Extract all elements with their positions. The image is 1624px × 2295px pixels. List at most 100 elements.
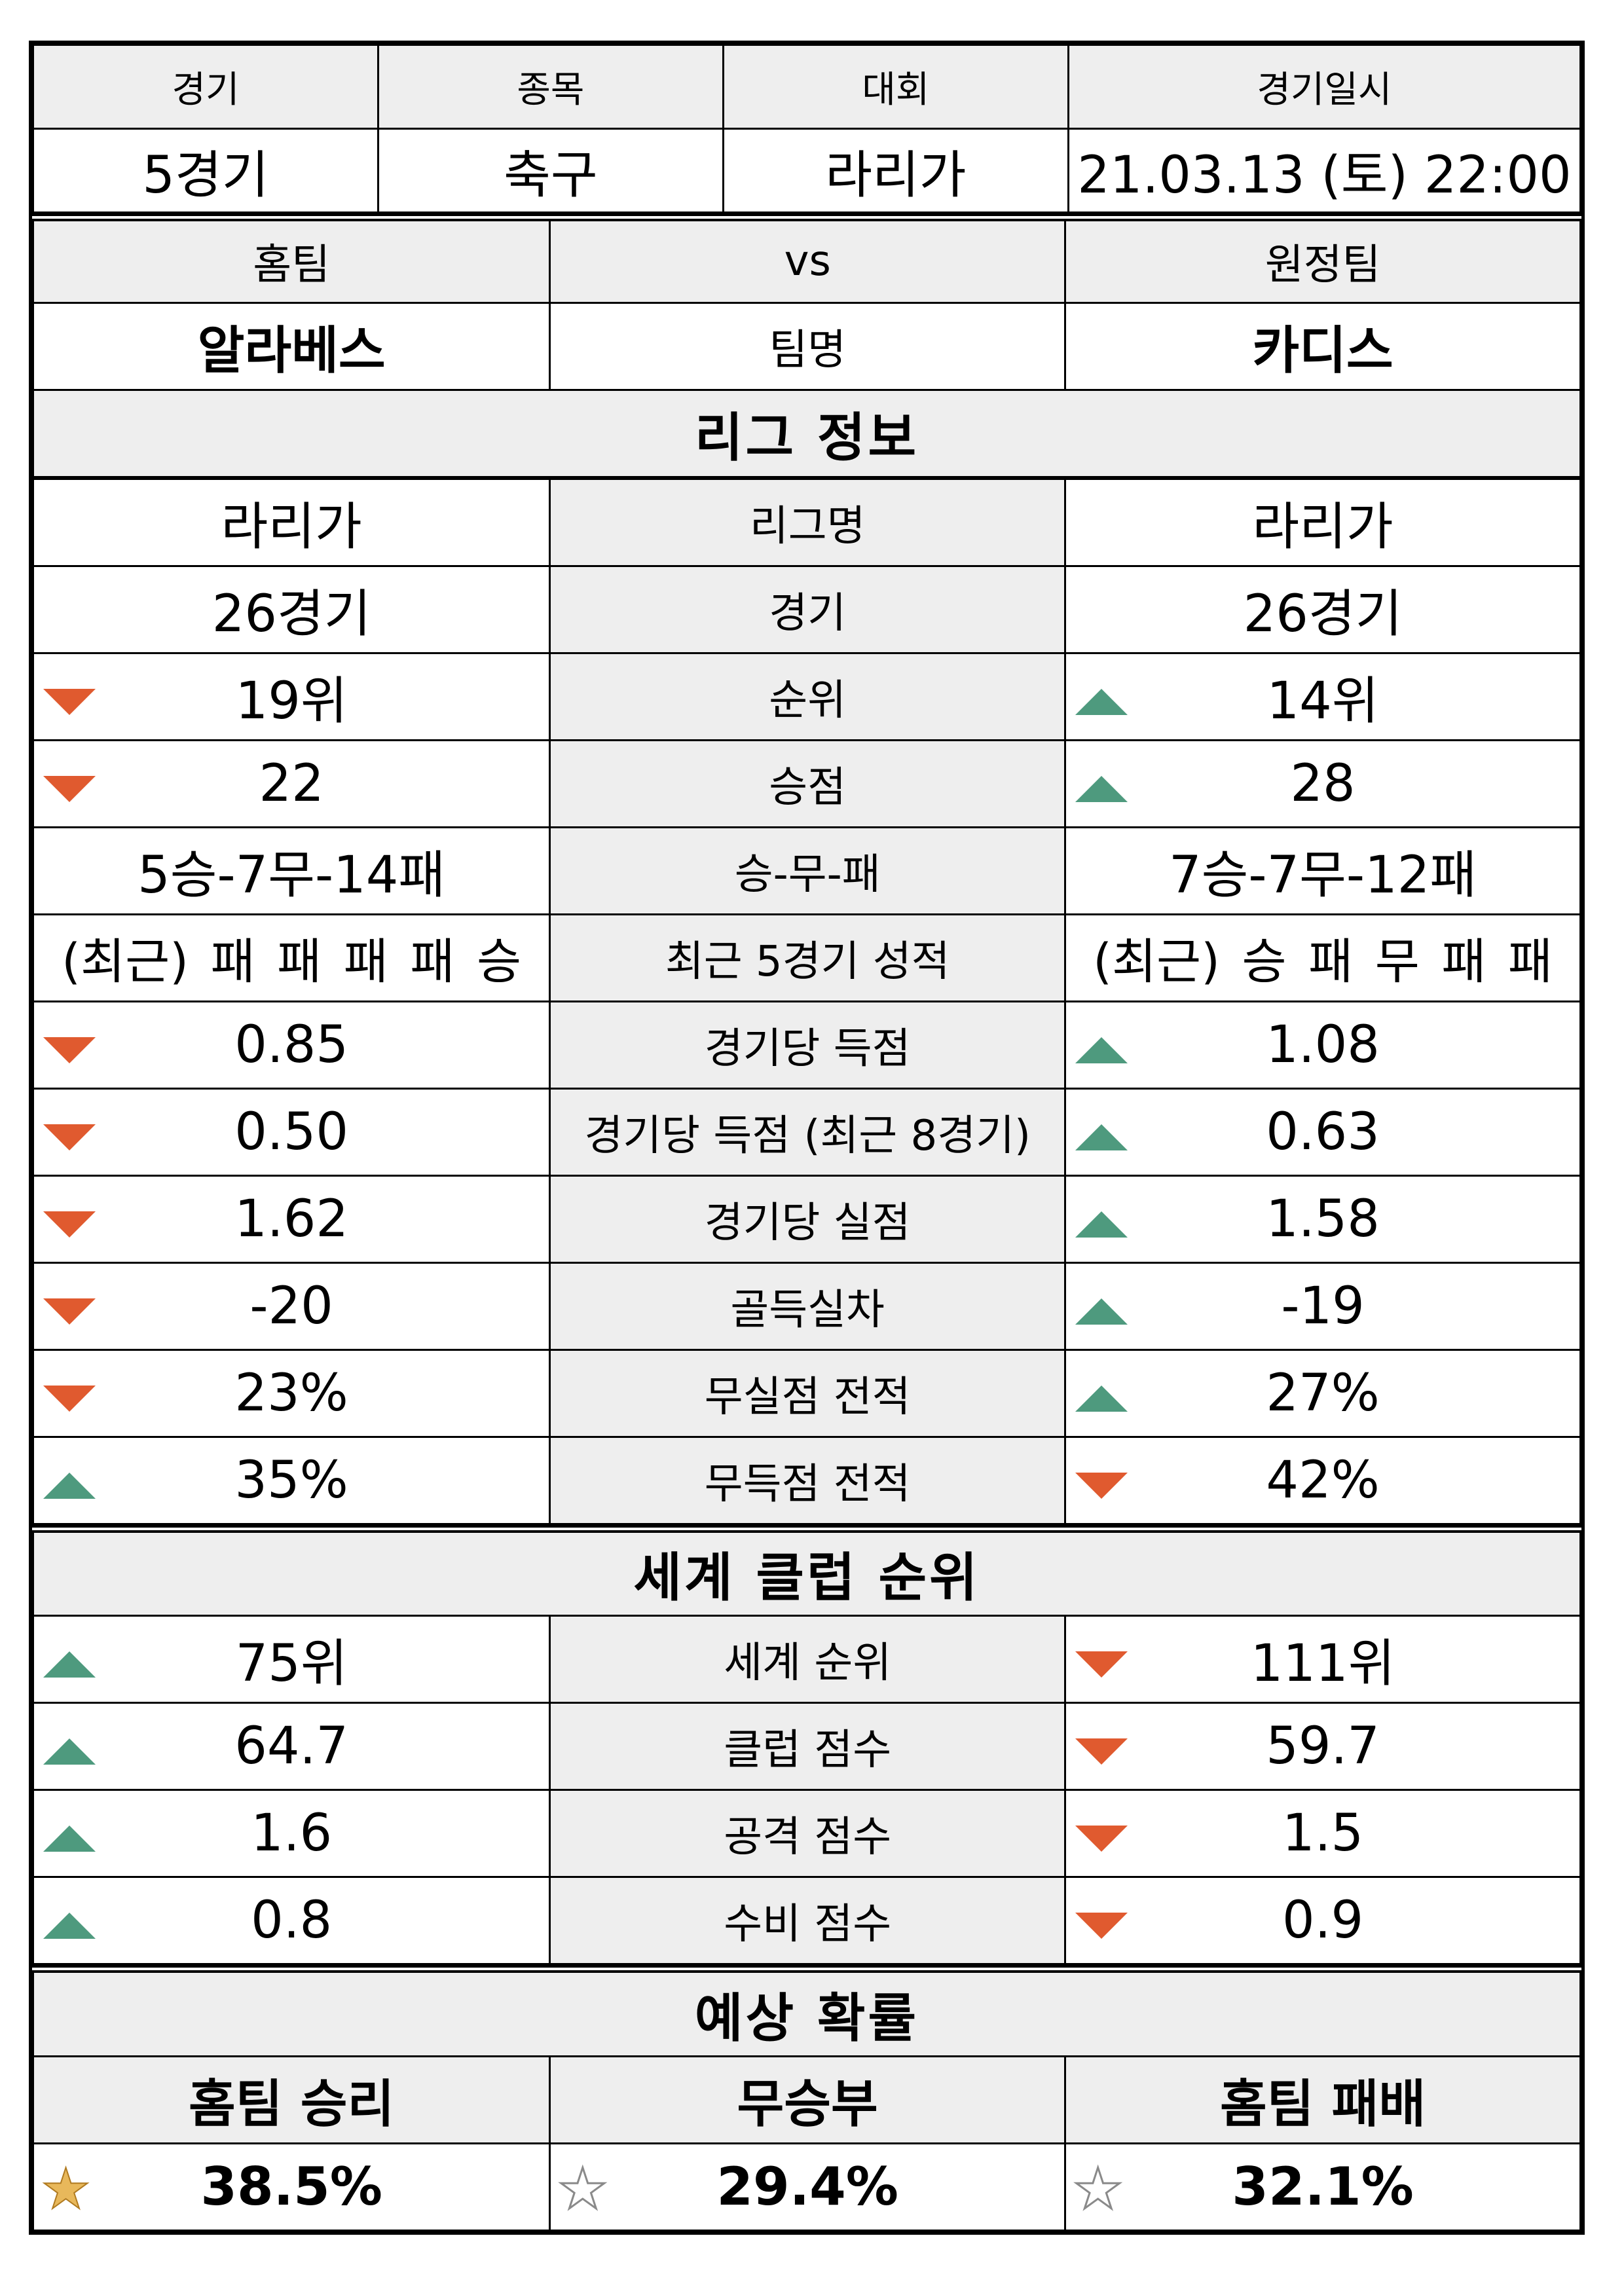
triangle-up-icon <box>43 1472 96 1499</box>
league-away-text: 26경기 <box>1243 584 1403 644</box>
datetime-value: 21.03.13 (토) 22:00 <box>1067 128 1582 213</box>
league-home-value: 5승-7무-14패 <box>31 826 551 915</box>
league-home-text: -20 <box>249 1276 333 1336</box>
world-ranking-table: 세계 클럽 순위 75위 세계 순위 111위 64.7 클럽 점수 59.7 1.6 공격 … <box>31 1524 1581 1965</box>
home-win-label: 홈팀 승리 <box>31 2055 551 2144</box>
league-row: 0.85 경기당 득점 1.08 <box>31 1000 1581 1090</box>
league-home-text: 0.85 <box>234 1015 348 1074</box>
league-home-value: 라리가 <box>31 477 551 567</box>
home-loss-label: 홈팀 패배 <box>1064 2055 1581 2144</box>
triangle-down-icon <box>43 1385 96 1412</box>
triangle-down-icon <box>43 1037 96 1063</box>
draw-label: 무승부 <box>549 2055 1067 2144</box>
league-away-text: -19 <box>1281 1276 1365 1336</box>
league-away-text: 27% <box>1266 1363 1380 1423</box>
league-home-value: 23% <box>31 1348 551 1438</box>
world-row: 64.7 클럽 점수 59.7 <box>31 1702 1581 1791</box>
league-home-text: (최근) 패 패 패 패 승 <box>62 934 522 990</box>
league-away-text: 1.58 <box>1266 1189 1380 1249</box>
league-home-value: 0.50 <box>31 1087 551 1177</box>
world-stat-label: 클럽 점수 <box>549 1702 1067 1791</box>
league-stat-label: 무득점 전적 <box>549 1435 1067 1525</box>
triangle-up-icon <box>43 1913 96 1939</box>
away-team-name: 카디스 <box>1064 301 1581 391</box>
match-number-value: 5경기 <box>32 128 379 213</box>
match-number-header: 경기 <box>32 44 379 130</box>
world-home-value: 1.6 <box>31 1789 551 1878</box>
league-home-text: 23% <box>234 1363 348 1423</box>
competition-value: 라리가 <box>722 128 1069 213</box>
league-home-text: 1.62 <box>234 1189 348 1249</box>
triangle-down-icon <box>1075 1472 1128 1499</box>
league-stat-label: 경기당 실점 <box>549 1174 1067 1264</box>
world-home-text: 0.8 <box>251 1891 333 1950</box>
league-row: -20 골득실차 -19 <box>31 1261 1581 1351</box>
world-away-value: 59.7 <box>1064 1702 1581 1791</box>
home-win-value: 38.5% <box>200 2156 382 2217</box>
league-away-text: 7승-7무-12패 <box>1169 845 1477 905</box>
league-home-text: 22 <box>259 754 324 813</box>
league-stat-label: 경기당 득점 (최근 8경기) <box>549 1087 1067 1177</box>
league-away-text: 42% <box>1266 1450 1380 1510</box>
league-info-title: 리그 정보 <box>32 388 1581 478</box>
sport-header: 종목 <box>377 44 724 130</box>
league-away-value: 42% <box>1064 1435 1581 1525</box>
triangle-down-icon <box>43 1124 96 1150</box>
world-home-text: 1.6 <box>251 1804 333 1863</box>
draw-value: 29.4% <box>716 2156 898 2217</box>
world-stat-label: 공격 점수 <box>549 1789 1067 1878</box>
league-away-text: 14위 <box>1266 671 1379 731</box>
world-ranking-title: 세계 클럽 순위 <box>32 1524 1581 1617</box>
triangle-down-icon <box>1075 1913 1128 1939</box>
league-away-value: 27% <box>1064 1348 1581 1438</box>
match-info-sheet: 경기 종목 대회 경기일시 5경기 축구 라리가 21.03.13 (토) 22… <box>29 41 1585 2235</box>
world-home-text: 64.7 <box>234 1717 348 1776</box>
triangle-down-icon <box>1075 1651 1128 1678</box>
world-home-text: 75위 <box>235 1634 348 1693</box>
league-home-value: 26경기 <box>31 564 551 654</box>
world-row: 1.6 공격 점수 1.5 <box>31 1789 1581 1878</box>
draw-probability: ★ 29.4% <box>549 2142 1067 2231</box>
star-outline-icon: ★ <box>557 2156 609 2222</box>
league-row: 22 승점 28 <box>31 739 1581 828</box>
comparison-table: 홈팀 vs 원정팀 알라베스 팀명 카디스 리그 정보 <box>31 213 1581 478</box>
world-row: 0.8 수비 점수 0.9 <box>31 1876 1581 1965</box>
star-filled-icon: ★ <box>40 2156 92 2222</box>
league-home-value: -20 <box>31 1261 551 1351</box>
sport-value: 축구 <box>377 128 724 213</box>
league-away-text: 0.63 <box>1266 1102 1380 1162</box>
league-stat-label: 순위 <box>549 652 1067 741</box>
league-stat-label: 골득실차 <box>549 1261 1067 1351</box>
world-home-value: 64.7 <box>31 1702 551 1791</box>
match-header-table: 경기 종목 대회 경기일시 5경기 축구 라리가 21.03.13 (토) 22… <box>32 44 1582 213</box>
league-home-text: 0.50 <box>234 1102 348 1162</box>
triangle-down-icon <box>43 1298 96 1325</box>
league-stat-label: 최근 5경기 성적 <box>549 913 1067 1002</box>
league-row: 23% 무실점 전적 27% <box>31 1348 1581 1438</box>
league-stat-label: 승점 <box>549 739 1067 828</box>
triangle-up-icon <box>1075 1124 1128 1150</box>
triangle-up-icon <box>1075 775 1128 802</box>
triangle-up-icon <box>43 1826 96 1852</box>
world-away-text: 59.7 <box>1266 1717 1380 1776</box>
home-win-probability: ★ 38.5% <box>31 2142 551 2231</box>
star-outline-icon: ★ <box>1072 2156 1124 2222</box>
world-stat-label: 수비 점수 <box>549 1876 1067 1965</box>
league-home-text: 26경기 <box>212 584 371 644</box>
triangle-up-icon <box>1075 1211 1128 1238</box>
triangle-up-icon <box>43 1738 96 1765</box>
league-home-value: 19위 <box>31 652 551 741</box>
league-away-value: 0.63 <box>1064 1087 1581 1177</box>
triangle-down-icon <box>1075 1738 1128 1765</box>
league-away-text: 28 <box>1290 754 1356 813</box>
triangle-down-icon <box>43 1211 96 1238</box>
triangle-down-icon <box>1075 1826 1128 1852</box>
competition-header: 대회 <box>722 44 1069 130</box>
league-home-text: 35% <box>234 1450 348 1510</box>
league-row: 1.62 경기당 실점 1.58 <box>31 1174 1581 1264</box>
away-team-header: 원정팀 <box>1064 213 1581 304</box>
home-loss-value: 32.1% <box>1232 2156 1414 2217</box>
league-home-text: 5승-7무-14패 <box>138 845 446 905</box>
league-stat-label: 승-무-패 <box>549 826 1067 915</box>
league-away-value: 7승-7무-12패 <box>1064 826 1581 915</box>
